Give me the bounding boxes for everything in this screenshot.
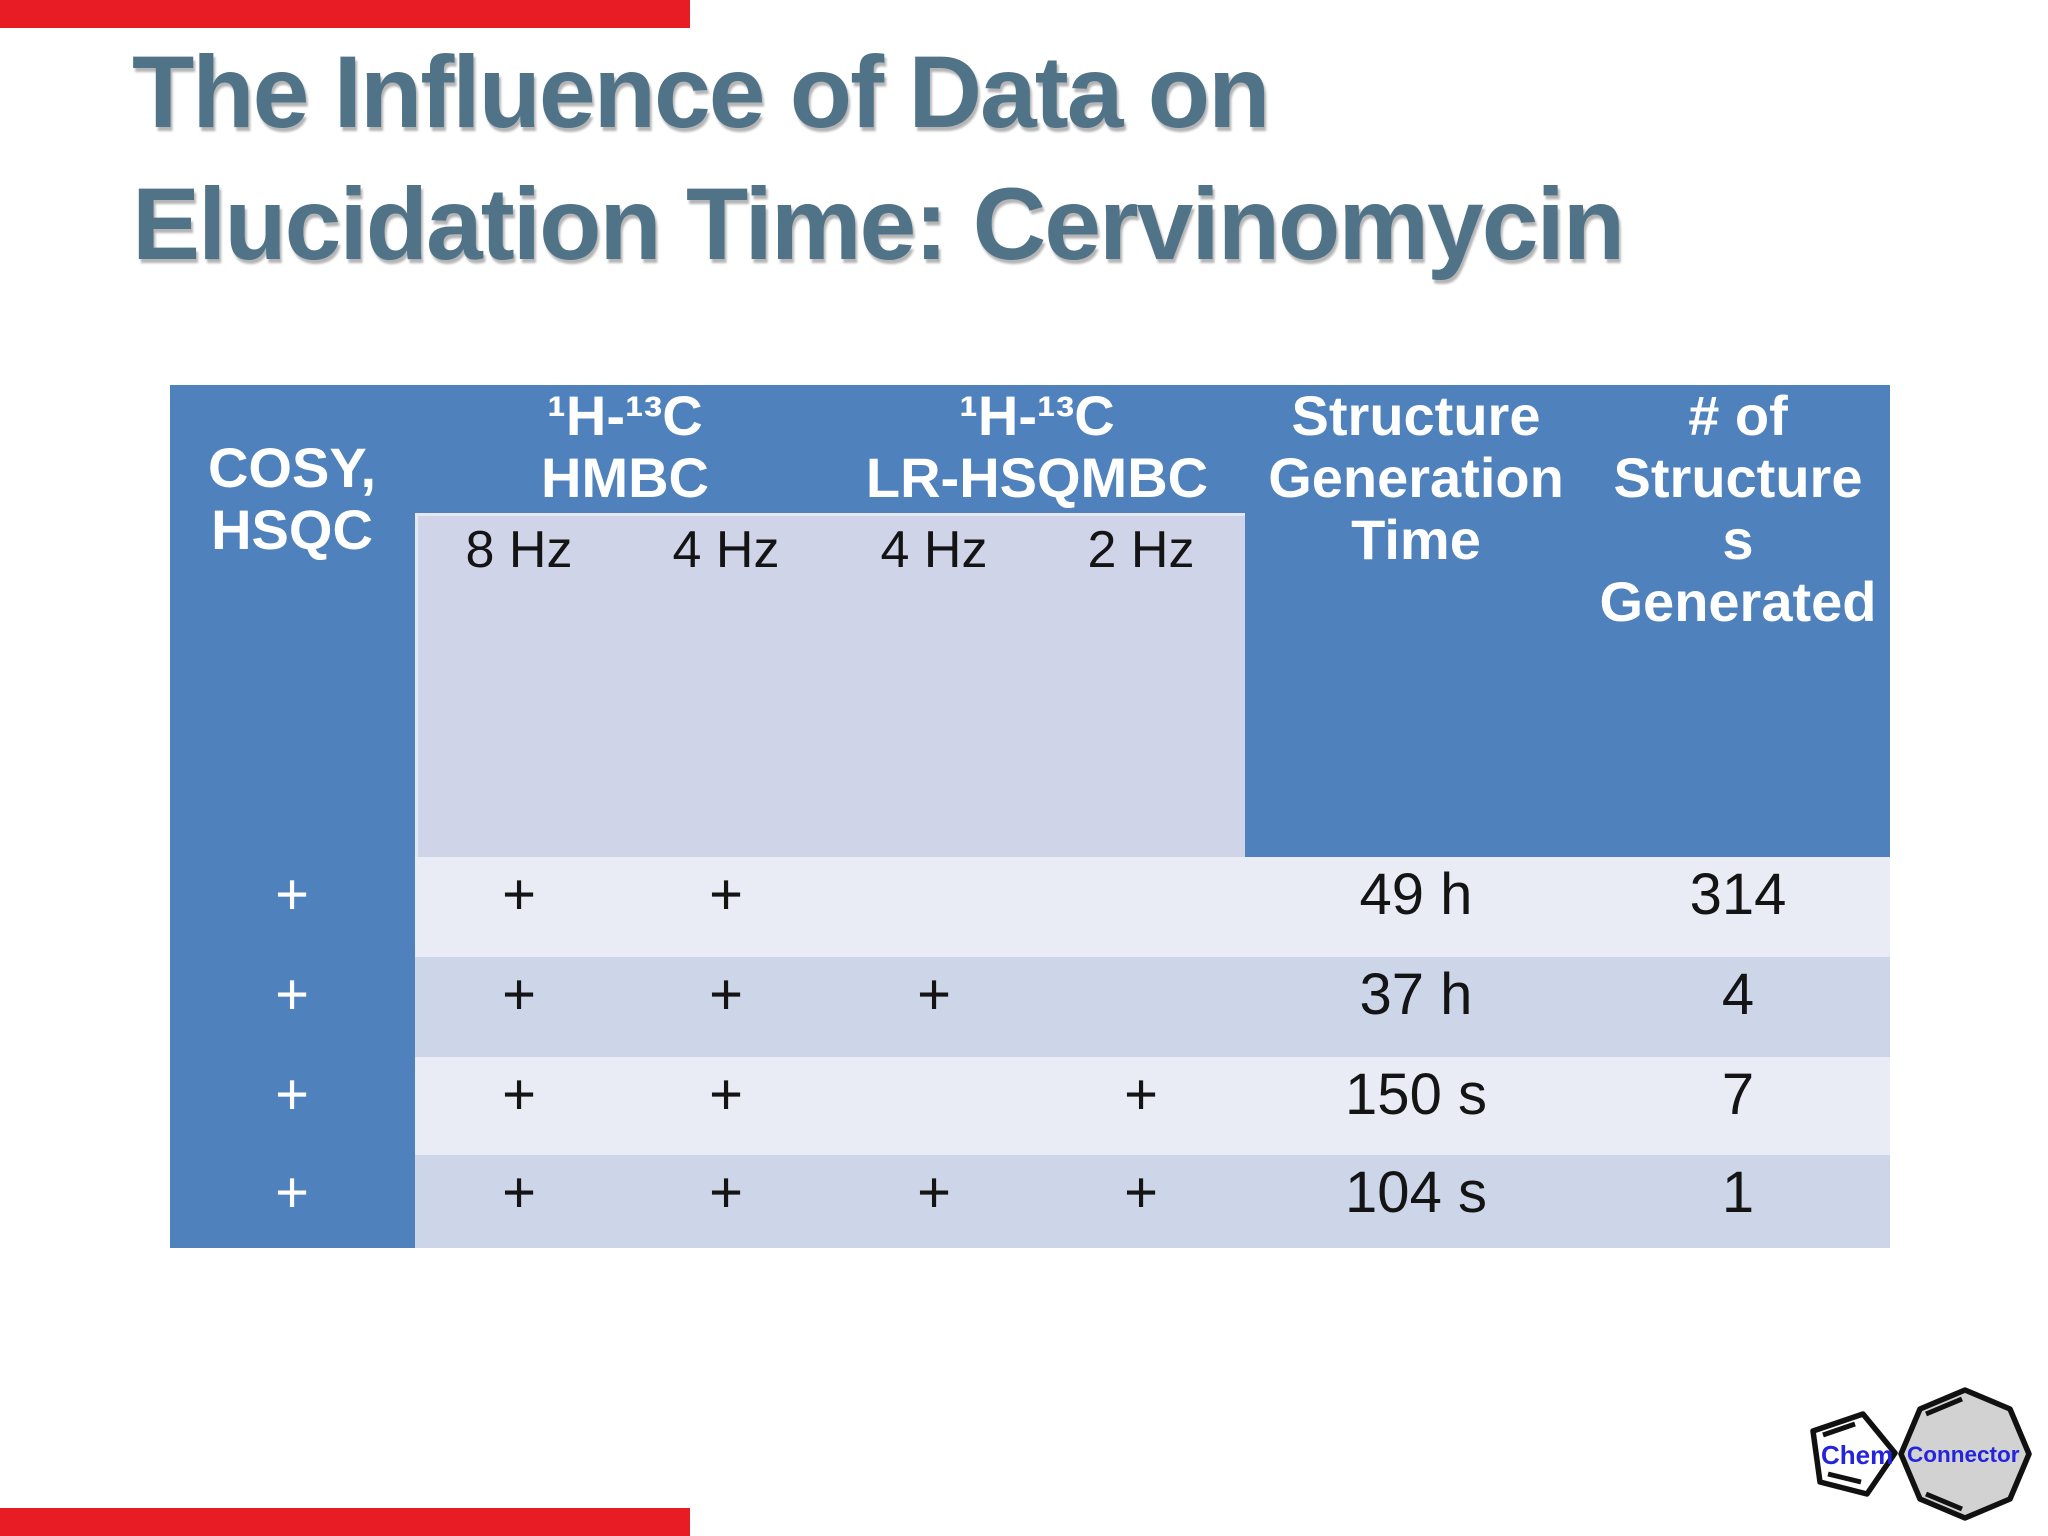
header-line: Generation [1268,446,1564,509]
chemconnector-logo: Chem Connector [1795,1382,2045,1534]
chemconnector-logo-graphic: Chem Connector [1810,1387,2032,1521]
logo-chem-text: Chem [1821,1440,1893,1470]
header-line: HMBC [541,446,709,509]
subheader-lrhsqmbc-4hz: 4 Hz [880,521,988,579]
octagon-ring-icon [1898,1387,2032,1521]
subheader-hmbc-4hz: 4 Hz [672,521,780,579]
header-structure-generation-time: Structure Generation Time [1268,385,1564,571]
red-bar-top [0,0,690,28]
cell-cosy: + [275,1062,309,1127]
header-line: Time [1351,508,1481,571]
subheader-hmbc-8hz: 8 Hz [465,521,573,579]
row-background [415,1155,1890,1248]
header-num-structures-generated: # of Structure s Generated [1600,385,1877,633]
title-line-2: Elucidation Time: Cervinomycin [132,167,1625,281]
cell-hmbc-8hz: + [502,962,536,1027]
header-line: # of [1688,384,1788,447]
cell-lrhsqmbc-4hz: + [917,962,951,1027]
subheader-lrhsqmbc-2hz: 2 Hz [1087,521,1195,579]
cell-structures-generated: 4 [1721,962,1755,1027]
pentagon-ring-icon [1810,1411,1898,1497]
header-line: Structure [1291,384,1541,447]
header-lrhsqmbc-group: ¹H-¹³C LR-HSQMBC [866,385,1208,509]
cell-hmbc-4hz: + [709,962,743,1027]
header-line: LR-HSQMBC [865,446,1209,509]
table-header-mid-background [415,385,1245,513]
header-cosy-hsqc: COSY, HSQC [208,437,376,561]
cell-hmbc-8hz: + [502,1062,536,1127]
table-col1-background [170,385,415,1248]
red-bar-bottom [0,1508,690,1536]
cell-lrhsqmbc-2hz: + [1124,1160,1158,1225]
header-line: COSY, [207,436,377,499]
header-line: Structure [1613,446,1863,509]
cell-cosy: + [275,1160,309,1225]
cell-hmbc-4hz: + [709,862,743,927]
header-line: ¹H-¹³C [959,384,1115,447]
row-background [415,957,1890,1057]
table-header-right-background [1245,385,1890,857]
table-row: + + + + 150 s 7 [170,1057,1890,1155]
table-row: + + + + 37 h 4 [170,957,1890,1057]
header-line: s [1722,508,1754,571]
title-line-1: The Influence of Data on [132,35,1270,149]
table-row: + + + 49 h 314 [170,857,1890,957]
cell-lrhsqmbc-4hz: + [917,1160,951,1225]
cell-structures-generated: 1 [1721,1160,1755,1225]
logo-connector-text: Connector [1907,1442,2020,1467]
table-row: + + + + + 104 s 1 [170,1155,1890,1248]
cell-hmbc-8hz: + [502,1160,536,1225]
header-hmbc-group: ¹H-¹³C HMBC [541,385,709,509]
header-line: HSQC [211,498,373,561]
cell-generation-time: 37 h [1359,962,1473,1027]
cell-hmbc-8hz: + [502,862,536,927]
header-line: ¹H-¹³C [547,384,703,447]
row-background [415,1057,1890,1155]
row-background [415,857,1890,957]
cell-cosy: + [275,862,309,927]
cell-generation-time: 104 s [1345,1160,1487,1225]
cell-structures-generated: 7 [1721,1062,1755,1127]
cell-generation-time: 49 h [1359,862,1473,927]
cell-generation-time: 150 s [1345,1062,1487,1127]
table-subheader-band [415,513,1245,857]
cell-cosy: + [275,962,309,1027]
results-table: + + + 49 h 314 + + + + 37 h 4 + + + + 15… [170,385,1890,1248]
cell-lrhsqmbc-2hz: + [1124,1062,1158,1127]
slide-title: The Influence of Data on Elucidation Tim… [132,26,1625,290]
cell-hmbc-4hz: + [709,1062,743,1127]
header-line: Generated [1599,570,1877,633]
cell-hmbc-4hz: + [709,1160,743,1225]
cell-structures-generated: 314 [1689,862,1787,927]
